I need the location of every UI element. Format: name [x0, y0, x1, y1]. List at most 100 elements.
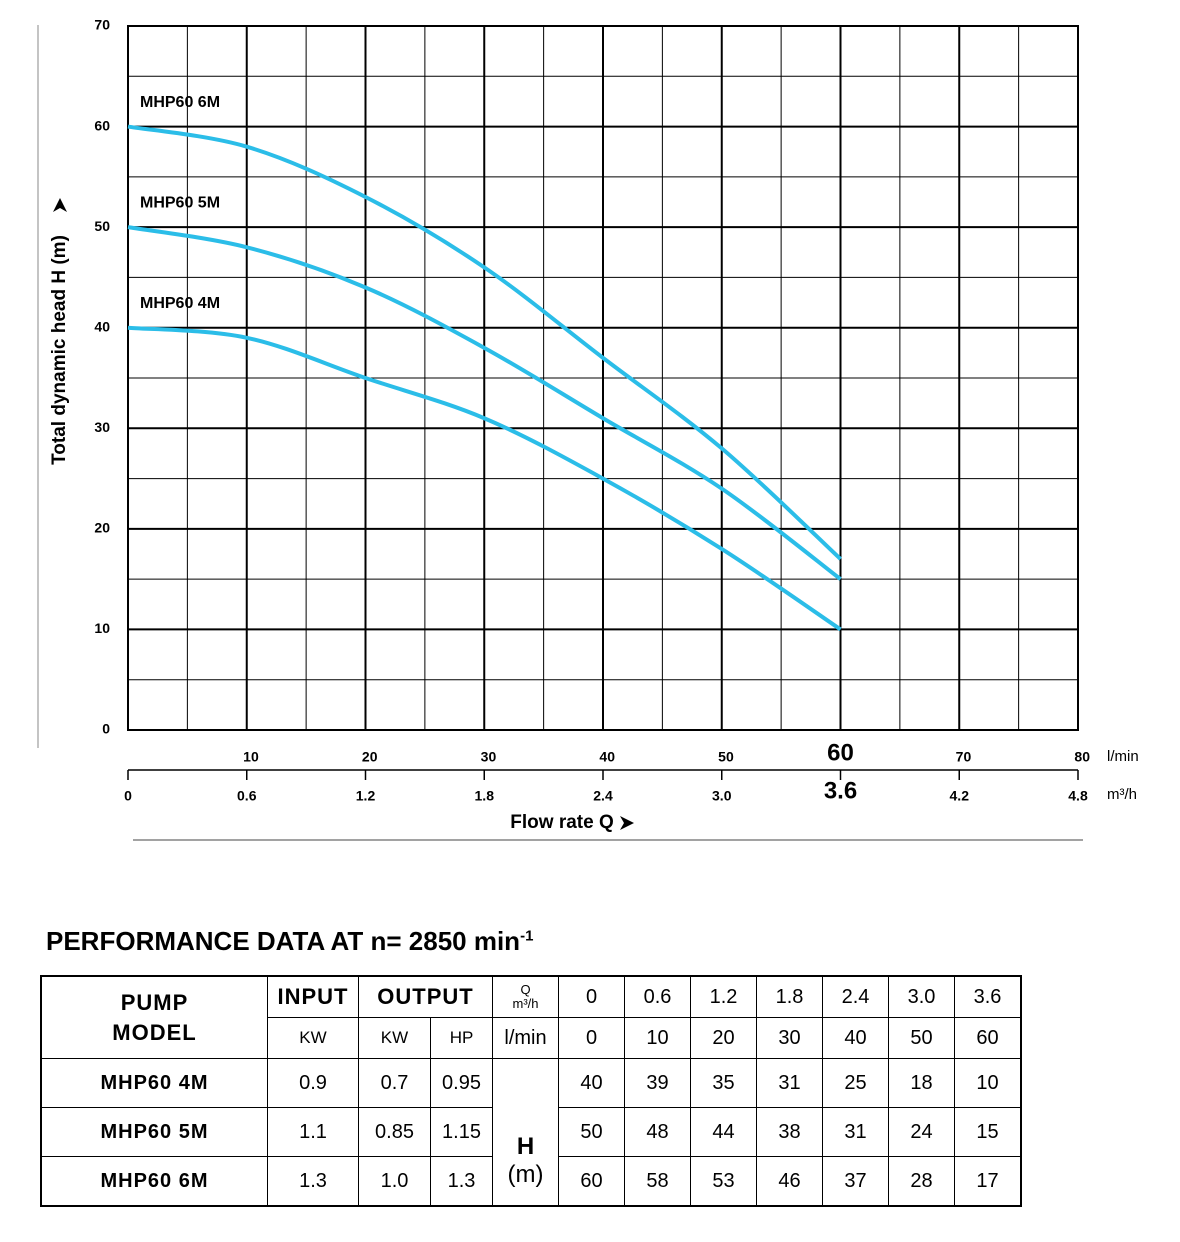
q-m3h-cell: 3.0 [888, 975, 955, 1018]
output-unit: HP [430, 1017, 493, 1059]
q-unit: m³/h [512, 996, 539, 1011]
output-header: OUTPUT [358, 975, 493, 1018]
value-cell: 17 [954, 1156, 1022, 1207]
y-tick-label: 40 [94, 318, 110, 334]
x2-tick-label: 1.2 [356, 788, 376, 804]
table-title: PERFORMANCE DATA AT n= 2850 min-1 [46, 926, 533, 957]
input-unit: KW [267, 1017, 359, 1059]
x2-unit: m³/h [1107, 786, 1137, 803]
y-axis-label: Total dynamic head H (m) [49, 235, 70, 465]
value-cell: 53 [690, 1156, 757, 1207]
x-tick-label: 60 [827, 739, 854, 766]
x-tick-label: 10 [243, 749, 259, 765]
x2-tick-label: 4.8 [1068, 788, 1088, 804]
value-cell: 50 [558, 1107, 625, 1157]
value-cell: 35 [690, 1058, 757, 1108]
x-tick-label: 20 [362, 749, 378, 765]
value-cell: 18 [888, 1058, 955, 1108]
value-cell: 15 [954, 1107, 1022, 1157]
series-label: MHP60 6M [140, 94, 220, 111]
curve [127, 124, 842, 561]
q-lmin-cell: 10 [624, 1017, 691, 1059]
input-header: INPUT [267, 975, 359, 1018]
x-tick-label: 40 [599, 749, 615, 765]
q-m3h-cell: 2.4 [822, 975, 889, 1018]
value-cell: 60 [558, 1156, 625, 1207]
x2-tick-label: 0.6 [237, 788, 257, 804]
value-cell: 0.7 [358, 1058, 431, 1108]
value-cell: 1.0 [358, 1156, 431, 1207]
q-lmin-cell: 60 [954, 1017, 1022, 1059]
axis-arrow [620, 816, 634, 830]
model-cell: MHP60 6M [40, 1156, 268, 1207]
q-label: Q [520, 982, 531, 997]
value-cell: 40 [558, 1058, 625, 1108]
plot-frame [127, 25, 1079, 731]
value-cell: 46 [756, 1156, 823, 1207]
series-label: MHP60 4M [140, 295, 220, 312]
lmin-unit: l/min [492, 1017, 559, 1059]
x2-tick-label: 3.0 [712, 788, 732, 804]
h-unit: (m) [507, 1161, 544, 1188]
value-cell: 58 [624, 1156, 691, 1207]
curve [127, 325, 842, 632]
value-cell: 1.15 [430, 1107, 493, 1157]
x-tick-label: 30 [481, 749, 497, 765]
y-tick-label: 60 [94, 117, 110, 133]
data-row: MHP60 5M 1.1 0.85 1.15 50 48 44 38 31 24 15 [40, 1107, 1022, 1157]
model-cell: MHP60 4M [40, 1058, 268, 1108]
output-unit: KW [358, 1017, 431, 1059]
y-tick-label: 20 [94, 520, 110, 536]
x2-tick-label: 4.2 [950, 788, 970, 804]
title-text: PERFORMANCE DATA AT n= 2850 min [46, 926, 521, 956]
x2-tick-label: 0 [124, 788, 132, 804]
value-cell: 25 [822, 1058, 889, 1108]
q-lmin-cell: 20 [690, 1017, 757, 1059]
y-tick-label: 0 [102, 721, 110, 737]
h-label: H [516, 1133, 535, 1160]
q-lmin-cell: 50 [888, 1017, 955, 1059]
x-tick-label: 80 [1074, 749, 1090, 765]
value-cell: 0.95 [430, 1058, 493, 1108]
q-lmin-cell: 40 [822, 1017, 889, 1059]
value-cell: 39 [624, 1058, 691, 1108]
curve [127, 225, 842, 581]
value-cell: 0.85 [358, 1107, 431, 1157]
value-cell: 38 [756, 1107, 823, 1157]
x2-tick-label: 3.6 [824, 777, 857, 804]
model-cell: MHP60 5M [40, 1107, 268, 1157]
x-axis-label: Flow rate Q [510, 812, 613, 833]
value-cell: 48 [624, 1107, 691, 1157]
axis-arrow [53, 198, 67, 212]
q-m3h-cell: 0.6 [624, 975, 691, 1018]
y-tick-label: 10 [94, 620, 110, 636]
model-header: PUMP MODEL [40, 975, 268, 1059]
value-cell: 1.3 [430, 1156, 493, 1207]
h-cell: H (m) [492, 1058, 559, 1207]
q-m3h-cell: 0 [558, 975, 625, 1018]
x-tick-label: 50 [718, 749, 734, 765]
value-cell: 0.9 [267, 1058, 359, 1108]
value-cell: 44 [690, 1107, 757, 1157]
q-lmin-cell: 30 [756, 1017, 823, 1059]
series-label: MHP60 5M [140, 194, 220, 211]
q-m3h-cell: 1.8 [756, 975, 823, 1018]
model-header-text: PUMP MODEL [112, 989, 197, 1045]
y-tick-label: 70 [94, 17, 110, 33]
title-sup: -1 [520, 927, 534, 945]
chart: Total dynamic head H (m) Flow rate Q l/m… [37, 17, 1139, 841]
value-cell: 10 [954, 1058, 1022, 1108]
value-cell: 31 [756, 1058, 823, 1108]
value-cell: 37 [822, 1156, 889, 1207]
x2-tick-label: 1.8 [475, 788, 495, 804]
x-unit: l/min [1107, 748, 1139, 765]
q-lmin-cell: 0 [558, 1017, 625, 1059]
y-tick-label: 30 [94, 419, 110, 435]
y-tick-label: 50 [94, 218, 110, 234]
q-m3h-cell: 1.2 [690, 975, 757, 1018]
